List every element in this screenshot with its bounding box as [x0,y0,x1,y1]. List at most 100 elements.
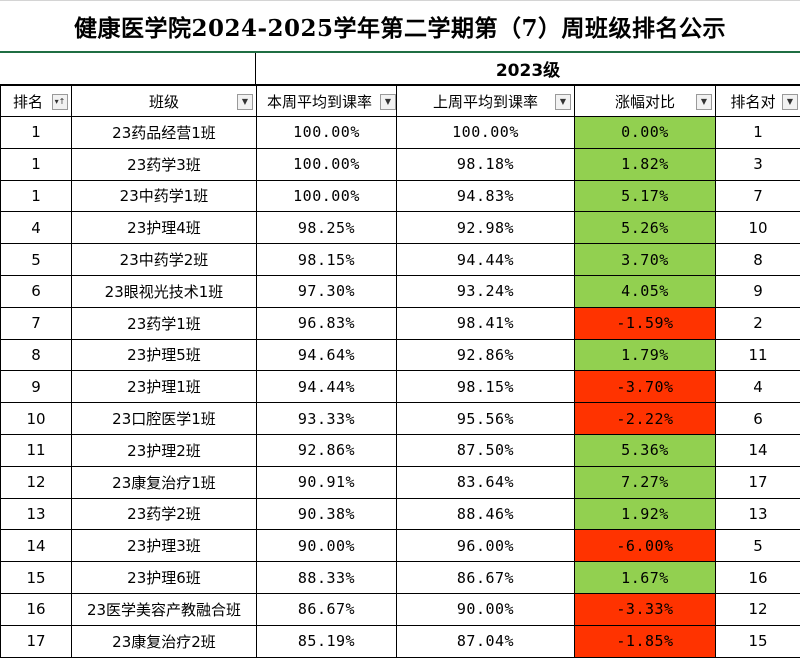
last-week-cell[interactable]: 98.18% [396,147,575,181]
rank-cell[interactable]: 14 [0,529,72,563]
last-week-cell[interactable]: 94.83% [396,179,575,213]
this-week-cell[interactable]: 98.25% [256,211,397,245]
last-week-cell[interactable]: 95.56% [396,402,575,435]
change-cell[interactable]: 0.00% [574,116,716,149]
last-week-cell[interactable]: 92.86% [396,338,575,372]
this-week-cell[interactable]: 98.15% [256,243,397,276]
prev-rank-cell[interactable]: 13 [715,497,800,531]
chevron-down-icon[interactable]: ▼ [555,94,571,110]
class-cell[interactable]: 23护理4班 [71,211,257,245]
last-week-cell[interactable]: 94.44% [396,243,575,276]
prev-rank-cell[interactable]: 9 [715,274,800,308]
rank-cell[interactable]: 16 [0,592,72,626]
prev-rank-cell[interactable]: 5 [715,529,800,563]
rank-cell[interactable]: 17 [0,624,72,658]
prev-rank-cell[interactable]: 11 [715,338,800,372]
rank-cell[interactable]: 8 [0,338,72,372]
change-cell[interactable]: 3.70% [574,243,716,276]
class-cell[interactable]: 23口腔医学1班 [71,402,257,435]
class-cell[interactable]: 23药学3班 [71,147,257,181]
change-cell[interactable]: 4.05% [574,274,716,308]
change-cell[interactable]: -2.22% [574,402,716,435]
class-cell[interactable]: 23中药学2班 [71,243,257,276]
change-cell[interactable]: 7.27% [574,465,716,499]
class-cell[interactable]: 23护理2班 [71,433,257,467]
last-week-cell[interactable]: 96.00% [396,529,575,563]
chevron-down-icon[interactable]: ▼ [237,94,253,110]
prev-rank-cell[interactable]: 2 [715,306,800,340]
this-week-cell[interactable]: 96.83% [256,306,397,340]
this-week-cell[interactable]: 90.38% [256,497,397,531]
last-week-cell[interactable]: 98.15% [396,370,575,404]
change-cell[interactable]: -1.59% [574,306,716,340]
change-cell[interactable]: -1.85% [574,624,716,658]
header-change[interactable]: 涨幅对比 ▼ [574,85,716,117]
header-rank[interactable]: 排名 ▾↑ [0,85,72,117]
chevron-down-icon[interactable]: ▼ [782,94,798,110]
filter-sort-icon[interactable]: ▾↑ [52,94,68,110]
rank-cell[interactable]: 7 [0,306,72,340]
prev-rank-cell[interactable]: 6 [715,402,800,435]
chevron-down-icon[interactable]: ▼ [696,94,712,110]
class-cell[interactable]: 23护理1班 [71,370,257,404]
prev-rank-cell[interactable]: 16 [715,561,800,594]
class-cell[interactable]: 23眼视光技术1班 [71,274,257,308]
class-cell[interactable]: 23药学2班 [71,497,257,531]
class-cell[interactable]: 23中药学1班 [71,179,257,213]
change-cell[interactable]: 5.36% [574,433,716,467]
this-week-cell[interactable]: 88.33% [256,561,397,594]
last-week-cell[interactable]: 87.50% [396,433,575,467]
rank-cell[interactable]: 1 [0,179,72,213]
change-cell[interactable]: -6.00% [574,529,716,563]
last-week-cell[interactable]: 87.04% [396,624,575,658]
rank-cell[interactable]: 1 [0,116,72,149]
this-week-cell[interactable]: 100.00% [256,147,397,181]
last-week-cell[interactable]: 92.98% [396,211,575,245]
this-week-cell[interactable]: 97.30% [256,274,397,308]
class-cell[interactable]: 23护理5班 [71,338,257,372]
last-week-cell[interactable]: 100.00% [396,116,575,149]
change-cell[interactable]: 1.92% [574,497,716,531]
header-class[interactable]: 班级 ▼ [71,85,257,117]
change-cell[interactable]: -3.70% [574,370,716,404]
this-week-cell[interactable]: 94.44% [256,370,397,404]
prev-rank-cell[interactable]: 4 [715,370,800,404]
change-cell[interactable]: 1.79% [574,338,716,372]
last-week-cell[interactable]: 88.46% [396,497,575,531]
class-cell[interactable]: 23康复治疗2班 [71,624,257,658]
last-week-cell[interactable]: 93.24% [396,274,575,308]
this-week-cell[interactable]: 86.67% [256,592,397,626]
header-last-week[interactable]: 上周平均到课率 ▼ [396,85,575,117]
change-cell[interactable]: 5.26% [574,211,716,245]
rank-cell[interactable]: 11 [0,433,72,467]
rank-cell[interactable]: 15 [0,561,72,594]
change-cell[interactable]: 5.17% [574,179,716,213]
last-week-cell[interactable]: 83.64% [396,465,575,499]
rank-cell[interactable]: 12 [0,465,72,499]
prev-rank-cell[interactable]: 7 [715,179,800,213]
prev-rank-cell[interactable]: 1 [715,116,800,149]
prev-rank-cell[interactable]: 3 [715,147,800,181]
class-cell[interactable]: 23护理3班 [71,529,257,563]
prev-rank-cell[interactable]: 8 [715,243,800,276]
rank-cell[interactable]: 5 [0,243,72,276]
class-cell[interactable]: 23康复治疗1班 [71,465,257,499]
class-cell[interactable]: 23药品经营1班 [71,116,257,149]
change-cell[interactable]: -3.33% [574,592,716,626]
prev-rank-cell[interactable]: 17 [715,465,800,499]
chevron-down-icon[interactable]: ▼ [380,94,396,110]
rank-cell[interactable]: 9 [0,370,72,404]
class-cell[interactable]: 23护理6班 [71,561,257,594]
last-week-cell[interactable]: 86.67% [396,561,575,594]
last-week-cell[interactable]: 98.41% [396,306,575,340]
this-week-cell[interactable]: 100.00% [256,179,397,213]
prev-rank-cell[interactable]: 14 [715,433,800,467]
this-week-cell[interactable]: 90.00% [256,529,397,563]
this-week-cell[interactable]: 92.86% [256,433,397,467]
grade-label[interactable]: 2023级 [255,53,800,85]
last-week-cell[interactable]: 90.00% [396,592,575,626]
rank-cell[interactable]: 10 [0,402,72,435]
prev-rank-cell[interactable]: 10 [715,211,800,245]
header-this-week[interactable]: 本周平均到课率 ▼ [256,85,397,117]
change-cell[interactable]: 1.82% [574,147,716,181]
